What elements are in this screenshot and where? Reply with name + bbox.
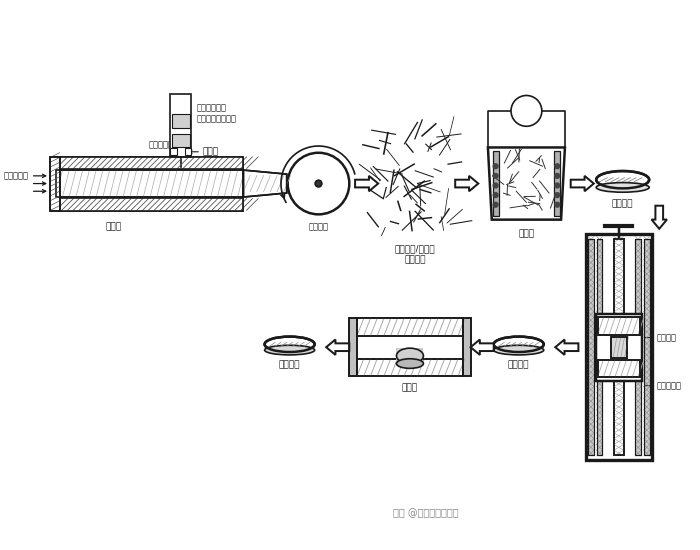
Bar [635, 239, 641, 455]
Bar [588, 239, 594, 455]
Circle shape [494, 173, 498, 178]
Bar [56, 170, 244, 197]
Bar [357, 318, 463, 336]
Circle shape [494, 164, 498, 169]
Text: V: V [522, 104, 531, 118]
Ellipse shape [265, 345, 315, 355]
Polygon shape [652, 206, 667, 229]
Bar [598, 360, 640, 377]
Polygon shape [470, 339, 494, 355]
Text: 复合胴体: 复合胴体 [657, 333, 676, 342]
Bar [554, 151, 560, 216]
Polygon shape [244, 170, 287, 197]
Circle shape [288, 153, 349, 214]
Bar [596, 239, 603, 455]
Bar [598, 360, 640, 377]
Bar [614, 239, 624, 455]
Bar [349, 318, 357, 376]
Text: 注液和气气: 注液和气气 [4, 172, 29, 180]
Bar [357, 318, 463, 336]
Bar [56, 157, 244, 211]
Bar [598, 317, 640, 335]
Bar [644, 239, 650, 455]
Ellipse shape [396, 359, 424, 369]
Ellipse shape [596, 171, 649, 188]
Polygon shape [355, 176, 378, 191]
Circle shape [555, 183, 559, 188]
Bar [463, 318, 470, 376]
Bar [586, 234, 652, 460]
Bar [349, 318, 357, 376]
Bar [56, 199, 244, 211]
Polygon shape [488, 147, 565, 219]
Text: 取向碳纳米管网络: 取向碳纳米管网络 [148, 140, 188, 149]
Polygon shape [455, 176, 478, 191]
Bar [185, 148, 191, 155]
Circle shape [494, 183, 498, 188]
Bar [596, 239, 603, 455]
Ellipse shape [494, 345, 544, 355]
Bar [172, 114, 190, 128]
Bar [357, 359, 463, 376]
Circle shape [511, 96, 542, 126]
Bar [493, 151, 498, 216]
Text: 复合材料: 复合材料 [508, 361, 529, 370]
Ellipse shape [265, 337, 315, 352]
Bar [56, 157, 244, 169]
Circle shape [315, 180, 322, 187]
Circle shape [555, 202, 559, 207]
Bar [357, 359, 463, 376]
Ellipse shape [396, 348, 424, 364]
Text: 碳纳米管/石墨烯
复合网络: 碳纳米管/石墨烯 复合网络 [394, 244, 435, 265]
Circle shape [494, 202, 498, 207]
Polygon shape [326, 339, 349, 355]
Text: 热处理: 热处理 [402, 384, 418, 393]
Text: 石墨烯: 石墨烯 [203, 147, 219, 156]
Bar [170, 94, 191, 157]
Bar [56, 170, 244, 197]
Circle shape [555, 173, 559, 178]
Polygon shape [570, 176, 594, 191]
Text: 压制成型: 压制成型 [612, 199, 634, 208]
Circle shape [555, 164, 559, 169]
Bar [611, 337, 626, 358]
Bar [463, 318, 470, 376]
Text: 真空热压炉: 真空热压炉 [657, 381, 681, 390]
Bar [588, 239, 594, 455]
Bar [170, 148, 177, 155]
Ellipse shape [494, 337, 544, 352]
Text: 收集装置: 收集装置 [309, 222, 328, 231]
Bar [50, 157, 60, 211]
Text: 复合材料: 复合材料 [279, 361, 300, 370]
Text: 高温炉: 高温炉 [106, 222, 122, 231]
Polygon shape [555, 339, 578, 355]
Bar [396, 348, 424, 364]
Bar [614, 239, 624, 455]
Bar [56, 199, 244, 211]
Bar [644, 239, 650, 455]
Text: 头条 @秋仁木的历史厅: 头条 @秋仁木的历史厅 [393, 508, 459, 518]
Circle shape [555, 192, 559, 197]
Bar [50, 157, 60, 211]
Bar [611, 337, 626, 358]
Bar [56, 157, 244, 169]
Text: 电沉积: 电沉积 [519, 229, 535, 238]
Bar [596, 314, 642, 381]
Circle shape [494, 192, 498, 197]
Bar [172, 134, 190, 147]
Bar [635, 239, 641, 455]
Bar [598, 317, 640, 335]
Text: 等离子体增强
化学气相沉积装置: 等离子体增强 化学气相沉积装置 [196, 103, 237, 124]
Ellipse shape [596, 183, 649, 192]
